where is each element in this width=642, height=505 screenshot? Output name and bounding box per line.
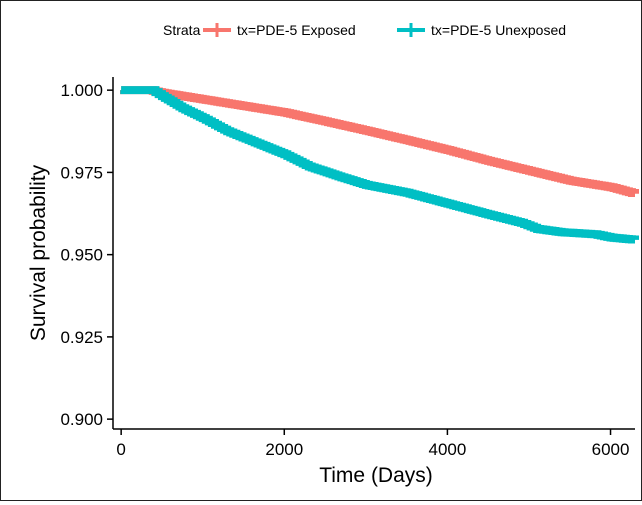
legend-entry-unexposed: tx=PDE-5 Unexposed — [431, 22, 566, 38]
x-tick-label: 0 — [116, 440, 125, 459]
legend-title: Strata — [163, 22, 201, 38]
legend: Strata tx=PDE-5 Exposed tx=PDE-5 Unexpos… — [163, 22, 566, 38]
series-layer — [120, 86, 639, 244]
legend-entry-exposed: tx=PDE-5 Exposed — [237, 22, 356, 38]
y-tick-label: 1.000 — [60, 81, 103, 100]
y-tick-label: 0.900 — [60, 410, 103, 429]
x-axis-title: Time (Days) — [319, 464, 433, 487]
y-tick-label: 0.975 — [60, 163, 103, 182]
y-ticks: 0.900 0.925 0.950 0.975 1.000 — [60, 81, 113, 429]
y-tick-label: 0.950 — [60, 246, 103, 265]
series-curve-exposed — [120, 86, 639, 197]
y-axis-title: Survival probability — [27, 164, 50, 341]
x-tick-label: 2000 — [265, 440, 303, 459]
series-curve-unexposed — [120, 86, 639, 244]
y-tick-label: 0.925 — [60, 328, 103, 347]
x-tick-label: 4000 — [428, 440, 466, 459]
x-ticks: 0 2000 4000 6000 — [116, 429, 629, 459]
x-tick-label: 6000 — [592, 440, 630, 459]
